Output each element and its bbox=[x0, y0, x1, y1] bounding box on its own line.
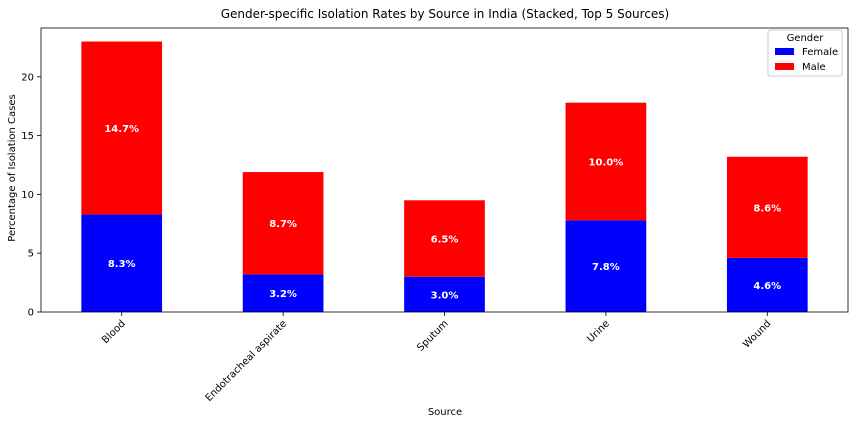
bar-male-endotracheal-aspirate bbox=[242, 172, 324, 275]
bar-value-label: 8.3% bbox=[108, 259, 136, 270]
x-tick-label: Sputum bbox=[415, 318, 450, 353]
bar-value-label: 3.0% bbox=[431, 290, 459, 301]
bar-female-wound bbox=[726, 257, 808, 312]
y-tick-label: 15 bbox=[21, 131, 34, 142]
bar-male-blood bbox=[81, 41, 163, 215]
bar-value-label: 7.8% bbox=[592, 262, 620, 273]
legend-label-female: Female bbox=[802, 47, 838, 58]
y-tick-label: 10 bbox=[21, 190, 34, 201]
bar-value-label: 8.6% bbox=[753, 203, 781, 214]
legend-swatch-male bbox=[775, 63, 794, 70]
bar-female-blood bbox=[81, 214, 163, 312]
bar-value-label: 6.5% bbox=[431, 235, 459, 246]
legend: Gender Female Male bbox=[767, 29, 843, 77]
bar-male-wound bbox=[726, 156, 808, 258]
bar-female-urine bbox=[565, 220, 647, 312]
bar-value-label: 10.0% bbox=[589, 157, 624, 168]
bar-value-label: 3.2% bbox=[269, 289, 297, 300]
x-tick-label: Endotracheal aspirate bbox=[204, 318, 290, 404]
y-tick-label: 0 bbox=[28, 308, 34, 319]
bar-female-endotracheal-aspirate bbox=[242, 274, 324, 312]
legend-swatch-female bbox=[775, 48, 794, 55]
x-axis-label: Source bbox=[428, 407, 462, 418]
bar-value-label: 8.7% bbox=[269, 219, 297, 230]
chart-title: Gender-specific Isolation Rates by Sourc… bbox=[221, 7, 670, 21]
bar-value-label: 4.6% bbox=[753, 281, 781, 292]
y-tick-label: 20 bbox=[21, 72, 34, 83]
legend-label-male: Male bbox=[802, 62, 826, 73]
plot-area: 8.3% 14.7% 3.2% 8.7% 3.0% 6.5% 7.8% 10.0% 4.6% 8.… bbox=[21, 27, 849, 404]
y-axis-label: Percentage of Isolation Cases bbox=[7, 94, 18, 241]
bar-value-label: 14.7% bbox=[104, 124, 139, 135]
bar-female-sputum bbox=[404, 276, 485, 312]
x-tick-label: Blood bbox=[100, 318, 128, 346]
bar-male-sputum bbox=[404, 200, 485, 277]
bar-male-urine bbox=[565, 102, 647, 221]
y-tick-label: 5 bbox=[28, 249, 34, 260]
x-tick-label: Urine bbox=[585, 318, 612, 345]
x-tick-label: Wound bbox=[741, 318, 773, 350]
legend-title: Gender bbox=[787, 33, 825, 44]
